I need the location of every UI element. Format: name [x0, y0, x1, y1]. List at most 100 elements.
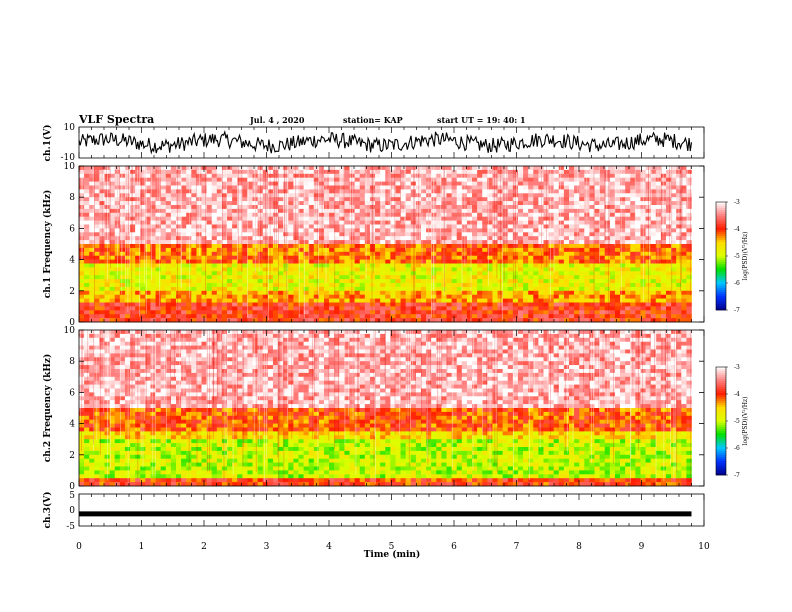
- spectrogram-cell: [114, 310, 121, 315]
- spectrogram-cell: [604, 318, 611, 323]
- spectrogram-cell: [298, 247, 304, 253]
- spectrogram-cell: [380, 290, 386, 295]
- spectrogram-cell: [538, 240, 544, 245]
- spectrogram-cell: [216, 271, 223, 276]
- spectrogram-cell: [569, 290, 575, 295]
- spectrogram-cell: [569, 247, 575, 253]
- spectrogram-cell: [375, 314, 381, 319]
- spectrogram-cell: [221, 205, 228, 210]
- spectrogram-cell: [375, 286, 381, 292]
- spectrogram-cell: [119, 177, 126, 182]
- spectrogram-cell: [538, 290, 544, 295]
- spectrogram-cell: [94, 224, 100, 229]
- spectrogram-cell: [227, 286, 233, 292]
- spectrogram-cell: [318, 236, 325, 241]
- spectrogram-cell: [482, 263, 488, 268]
- spectrogram-cell: [84, 177, 90, 182]
- spectrogram-cell: [625, 267, 631, 272]
- spectrogram-cell: [232, 216, 238, 221]
- spectrogram-cell: [380, 306, 386, 311]
- spectrogram-cell: [191, 166, 197, 171]
- spectrogram-cell: [114, 314, 121, 319]
- spectrogram-cell: [170, 212, 177, 217]
- spectrogram-cell: [477, 318, 483, 323]
- spectrogram-cell: [492, 290, 498, 295]
- spectrogram-cell: [594, 283, 600, 288]
- spectrogram-cell: [227, 220, 233, 225]
- spectrogram-cell: [221, 220, 228, 225]
- spectrogram-cell: [395, 306, 401, 311]
- spectrogram-cell: [528, 166, 534, 171]
- spectrogram-cell: [221, 173, 228, 178]
- spectrogram-cell: [364, 205, 371, 210]
- spectrogram-cell: [655, 255, 662, 260]
- spectrogram-cell: [104, 286, 110, 292]
- spectrogram-cell: [130, 193, 136, 198]
- spectrogram-cell: [441, 310, 447, 315]
- spectrogram-cell: [390, 290, 396, 295]
- spectrogram-cell: [278, 173, 284, 178]
- spectrogram-cell: [318, 290, 325, 295]
- spectrogram-cell: [523, 216, 529, 221]
- spectrogram-cell: [135, 177, 141, 182]
- spectrogram-cell: [206, 197, 212, 202]
- spectrogram-cell: [252, 228, 258, 233]
- spectrogram-cell: [512, 224, 519, 229]
- spectrogram-cell: [104, 318, 110, 323]
- spectrogram-cell: [79, 318, 85, 323]
- spectrogram-cell: [599, 201, 606, 206]
- spectrogram-cell: [201, 224, 207, 229]
- spectrogram-cell: [543, 177, 549, 182]
- spectrogram-cell: [313, 302, 320, 307]
- spectrogram-cell: [400, 193, 406, 198]
- spectrogram-cell: [645, 306, 651, 311]
- spectrogram-cell: [145, 173, 151, 178]
- spectrogram-cell: [375, 251, 381, 256]
- spectrogram-cell: [380, 314, 386, 319]
- spectrogram-cell: [272, 298, 279, 303]
- spectrogram-cell: [472, 267, 478, 272]
- spectrogram-cell: [426, 247, 432, 253]
- spectrogram-cell: [334, 318, 340, 323]
- spectrogram-cell: [400, 306, 406, 311]
- spectrogram-cell: [237, 306, 243, 311]
- spectrogram-cell: [681, 177, 687, 182]
- spectrogram-cell: [242, 263, 248, 268]
- spectrogram-cell: [237, 181, 243, 186]
- spectrogram-cell: [201, 283, 207, 288]
- spectrogram-cell: [405, 236, 412, 241]
- ch1-ytick-top: 10: [64, 123, 76, 133]
- spectrogram-cell: [420, 259, 427, 264]
- spectrogram-cell: [252, 232, 258, 237]
- spectrogram-cell: [130, 298, 136, 303]
- spectrogram-cell: [574, 283, 580, 288]
- spectrogram-cell: [364, 185, 371, 190]
- spectrogram-cell: [324, 294, 330, 299]
- spectrogram-cell: [364, 224, 371, 229]
- spectrogram-cell: [359, 197, 366, 202]
- spectrogram-cell: [543, 228, 549, 233]
- spectrogram-cell: [405, 247, 412, 253]
- spectrogram-cell: [436, 247, 442, 253]
- spectrogram-cell: [272, 275, 279, 280]
- spectrogram-cell: [625, 306, 631, 311]
- spectrogram-cell: [359, 314, 366, 319]
- spectrogram-cell: [303, 302, 309, 307]
- spectrogram-cell: [344, 271, 350, 276]
- spectrogram-cell: [130, 173, 136, 178]
- spectrogram-cell: [620, 286, 626, 292]
- spectrogram-cell: [196, 173, 202, 178]
- spectrogram-cell: [630, 255, 636, 260]
- spectrogram-cell: [543, 298, 549, 303]
- spectrogram-cell: [221, 298, 228, 303]
- spectrogram-cell: [446, 298, 452, 303]
- spectrogram-cell: [354, 169, 361, 175]
- spectrogram-cell: [181, 201, 187, 206]
- spectrogram-cell: [655, 173, 662, 178]
- spectrogram-cell: [140, 228, 146, 233]
- spectrogram-cell: [665, 232, 672, 237]
- spectrogram-cell: [329, 205, 335, 210]
- spectrogram-cell: [502, 294, 509, 299]
- ch1-spectrogram-heatmap: [79, 166, 704, 323]
- spectrogram-cell: [477, 208, 483, 214]
